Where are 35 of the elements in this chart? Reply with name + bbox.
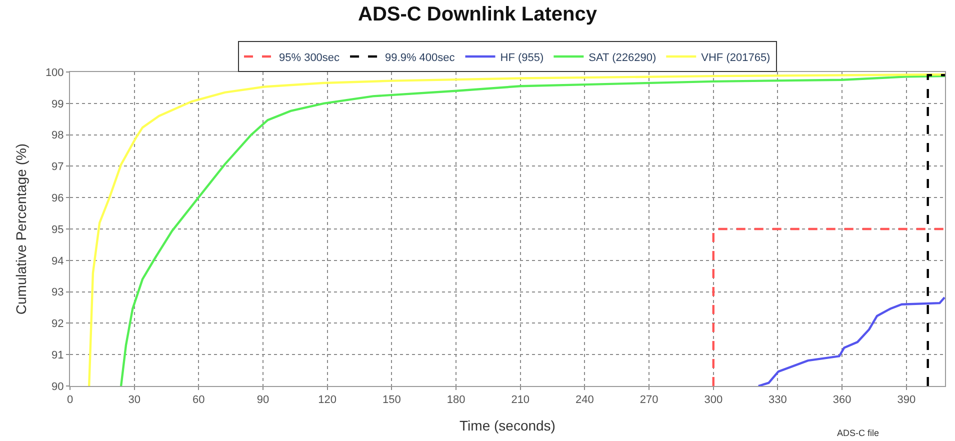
legend-label: 99.9% 400sec bbox=[385, 52, 456, 64]
legend-label: SAT (226290) bbox=[588, 52, 656, 64]
y-tick-label: 93 bbox=[52, 286, 64, 299]
x-tick-label: 150 bbox=[382, 394, 401, 406]
x-tick-label: 60 bbox=[192, 394, 205, 406]
x-tick-label: 330 bbox=[768, 394, 787, 406]
y-axis-title: Cumulative Percentage (%) bbox=[13, 143, 30, 315]
x-tick-label: 180 bbox=[446, 394, 466, 406]
y-tick-label: 95 bbox=[52, 224, 64, 236]
x-tick-label: 120 bbox=[318, 394, 337, 406]
x-tick-label: 210 bbox=[511, 394, 530, 406]
y-tick-label: 99 bbox=[52, 98, 64, 110]
x-axis-title: Time (seconds) bbox=[460, 418, 556, 434]
legend-label: HF (955) bbox=[500, 52, 544, 64]
x-tick-label: 300 bbox=[704, 394, 723, 406]
y-tick-label: 100 bbox=[45, 66, 64, 79]
y-tick-label: 91 bbox=[52, 349, 64, 362]
line-series bbox=[757, 296, 945, 386]
chart-title: ADS-C Downlink Latency bbox=[358, 4, 598, 26]
y-tick-label: 97 bbox=[52, 161, 64, 174]
x-tick-label: 240 bbox=[576, 394, 594, 406]
y-tick-label: 98 bbox=[52, 130, 64, 142]
x-tick-label: 360 bbox=[832, 394, 852, 406]
x-tick-label: 0 bbox=[66, 394, 74, 406]
legend-label: 95% 300sec bbox=[279, 52, 340, 64]
y-tick-label: 94 bbox=[52, 255, 64, 268]
y-tick-label: 92 bbox=[52, 318, 64, 330]
text: ADS-C file bbox=[837, 428, 880, 438]
y-tick-label: 96 bbox=[52, 192, 64, 204]
legend-label: VHF (201765) bbox=[701, 52, 770, 64]
x-tick-label: 90 bbox=[256, 394, 270, 406]
x-tick-label: 390 bbox=[897, 394, 916, 406]
y-tick-label: 90 bbox=[52, 380, 64, 393]
x-tick-label: 30 bbox=[128, 394, 140, 406]
x-tick-label: 270 bbox=[640, 394, 658, 406]
